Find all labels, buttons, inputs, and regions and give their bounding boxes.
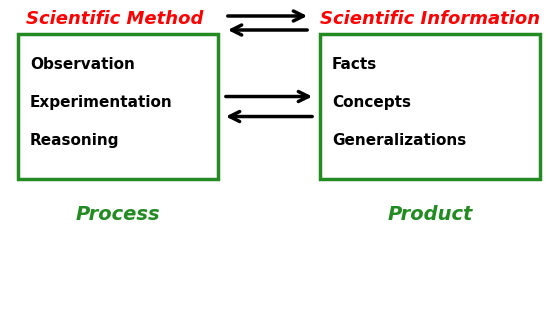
Text: Reasoning: Reasoning xyxy=(30,133,119,147)
Text: www.PupilsTutor.com: www.PupilsTutor.com xyxy=(199,287,361,302)
Text: Scientific Information: Scientific Information xyxy=(320,10,540,28)
FancyBboxPatch shape xyxy=(18,34,218,179)
Text: Observation: Observation xyxy=(30,56,135,72)
Text: Facts: Facts xyxy=(332,56,377,72)
Text: Product: Product xyxy=(388,204,473,224)
Text: Experimentation: Experimentation xyxy=(30,94,172,110)
Text: Concepts: Concepts xyxy=(332,94,411,110)
FancyBboxPatch shape xyxy=(320,34,540,179)
Text: Scientific Method: Scientific Method xyxy=(26,10,204,28)
Text: Process: Process xyxy=(76,204,160,224)
Text: Generalizations: Generalizations xyxy=(332,133,466,147)
